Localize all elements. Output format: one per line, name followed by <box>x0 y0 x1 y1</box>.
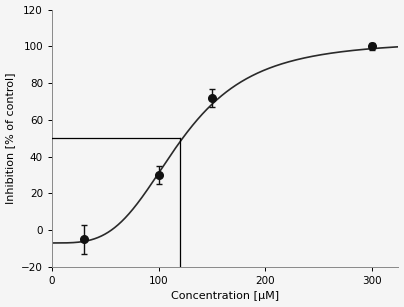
X-axis label: Concentration [μM]: Concentration [μM] <box>171 291 279 301</box>
Y-axis label: Inhibition [% of control]: Inhibition [% of control] <box>6 72 16 204</box>
